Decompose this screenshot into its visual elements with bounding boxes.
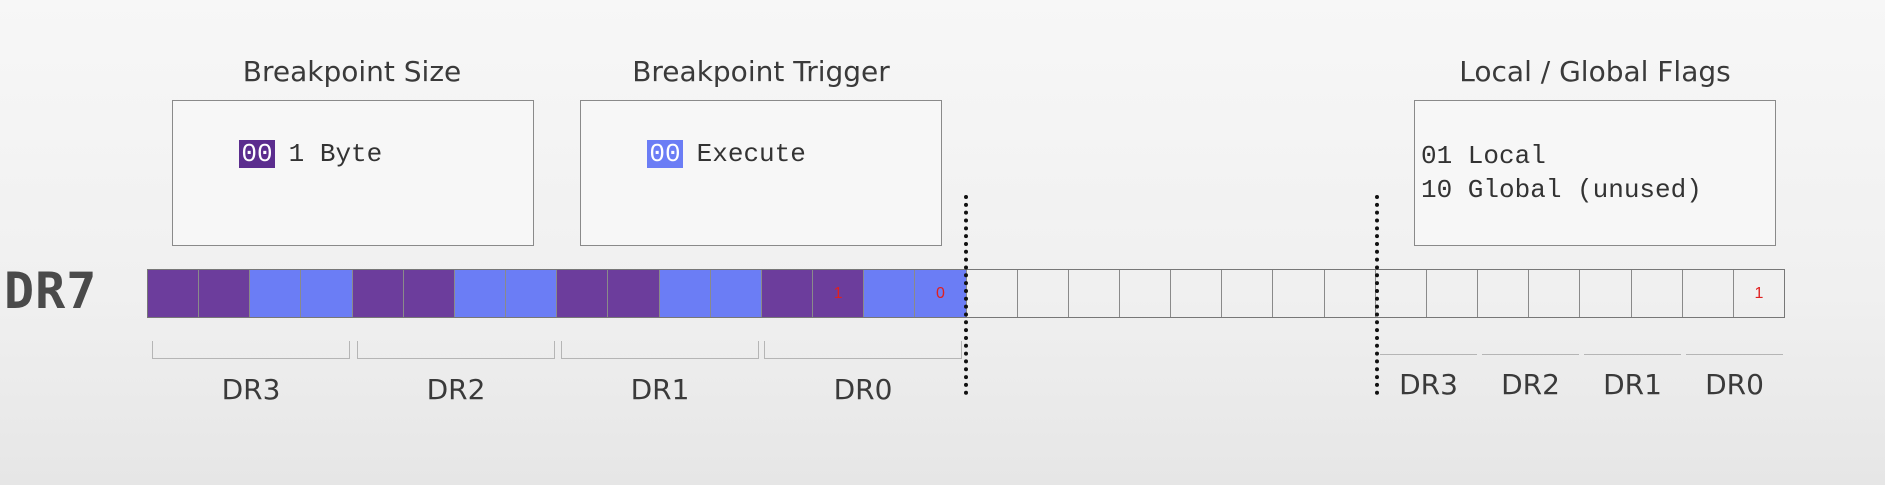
flag-bracket: [1584, 337, 1681, 355]
flags-heading: Local / Global Flags: [1459, 55, 1731, 88]
bit-cell: [1325, 270, 1376, 317]
flag-label-dr2: DR2: [1501, 368, 1560, 401]
trigger-code-chip: 00: [647, 139, 683, 169]
bit-cell: [1171, 270, 1223, 317]
flags-legend-line: 10 Global (unused): [1421, 175, 1702, 205]
bit-cell: [1580, 270, 1632, 317]
flags-legend-line: 01 Local: [1421, 141, 1546, 171]
group-label-dr0: DR0: [833, 373, 893, 406]
register-label: DR7: [4, 262, 98, 320]
group-bracket: [152, 341, 350, 359]
divider-left: [964, 195, 968, 395]
breakpoint-size-heading: Breakpoint Size: [242, 55, 462, 88]
bit-cell: [1273, 270, 1325, 317]
bit-cell: [250, 270, 302, 317]
trigger-legend-text: Execute: [696, 139, 806, 169]
size-code-chip: 00: [239, 139, 275, 169]
divider-right: [1375, 195, 1379, 395]
bit-cell: [710, 270, 762, 317]
trigger-legend-entry: 00 Execute: [585, 109, 806, 199]
bit-cell: [1069, 270, 1120, 317]
bit-cell: 1: [813, 270, 865, 317]
bit-cell: [761, 270, 814, 317]
flag-label-dr3: DR3: [1399, 368, 1458, 401]
bit-cell: 0: [915, 270, 967, 317]
bit-cell: [1120, 270, 1172, 317]
group-bracket: [764, 341, 962, 359]
group-label-dr1: DR1: [630, 373, 690, 406]
bit-cell: [608, 270, 660, 317]
bit-cell: [1376, 270, 1427, 317]
bit-cell: [864, 270, 916, 317]
flags-legend-box: 01 Local 10 Global (unused): [1414, 100, 1776, 246]
bit-cell: [506, 270, 558, 317]
size-legend-entry: 00 1 Byte: [177, 109, 382, 199]
trigger-legend-box: 00 Execute: [580, 100, 942, 246]
bit-cell: [1427, 270, 1479, 317]
flag-bracket: [1482, 337, 1579, 355]
bit-cell: [967, 270, 1018, 317]
bit-cell: [1018, 270, 1069, 317]
dr7-bit-row: 1 0 1: [147, 269, 1785, 318]
bit-cell: [1529, 270, 1581, 317]
bit-cell: [1222, 270, 1274, 317]
flag-label-dr1: DR1: [1603, 368, 1662, 401]
bit-cell: [403, 270, 455, 317]
bit-cell: [454, 270, 507, 317]
bit-cell: [557, 270, 609, 317]
bit-cell: [148, 270, 200, 317]
size-legend-text: 1 Byte: [288, 139, 383, 169]
group-bracket: [357, 341, 555, 359]
bit-cell: [301, 270, 353, 317]
breakpoint-trigger-heading: Breakpoint Trigger: [632, 55, 890, 88]
size-legend-box: 00 1 Byte: [172, 100, 534, 246]
flag-bracket: [1380, 337, 1477, 355]
bit-cell: [659, 270, 711, 317]
bit-cell: [1478, 270, 1530, 317]
flag-label-dr0: DR0: [1705, 368, 1764, 401]
bit-cell: [1683, 270, 1734, 317]
bit-cell: [199, 270, 251, 317]
bit-cell: [1632, 270, 1683, 317]
bit-cell: 1: [1754, 284, 1764, 302]
group-label-dr2: DR2: [426, 373, 486, 406]
group-label-dr3: DR3: [221, 373, 281, 406]
flag-bracket: [1686, 337, 1783, 355]
bit-cell: [352, 270, 404, 317]
group-bracket: [561, 341, 759, 359]
